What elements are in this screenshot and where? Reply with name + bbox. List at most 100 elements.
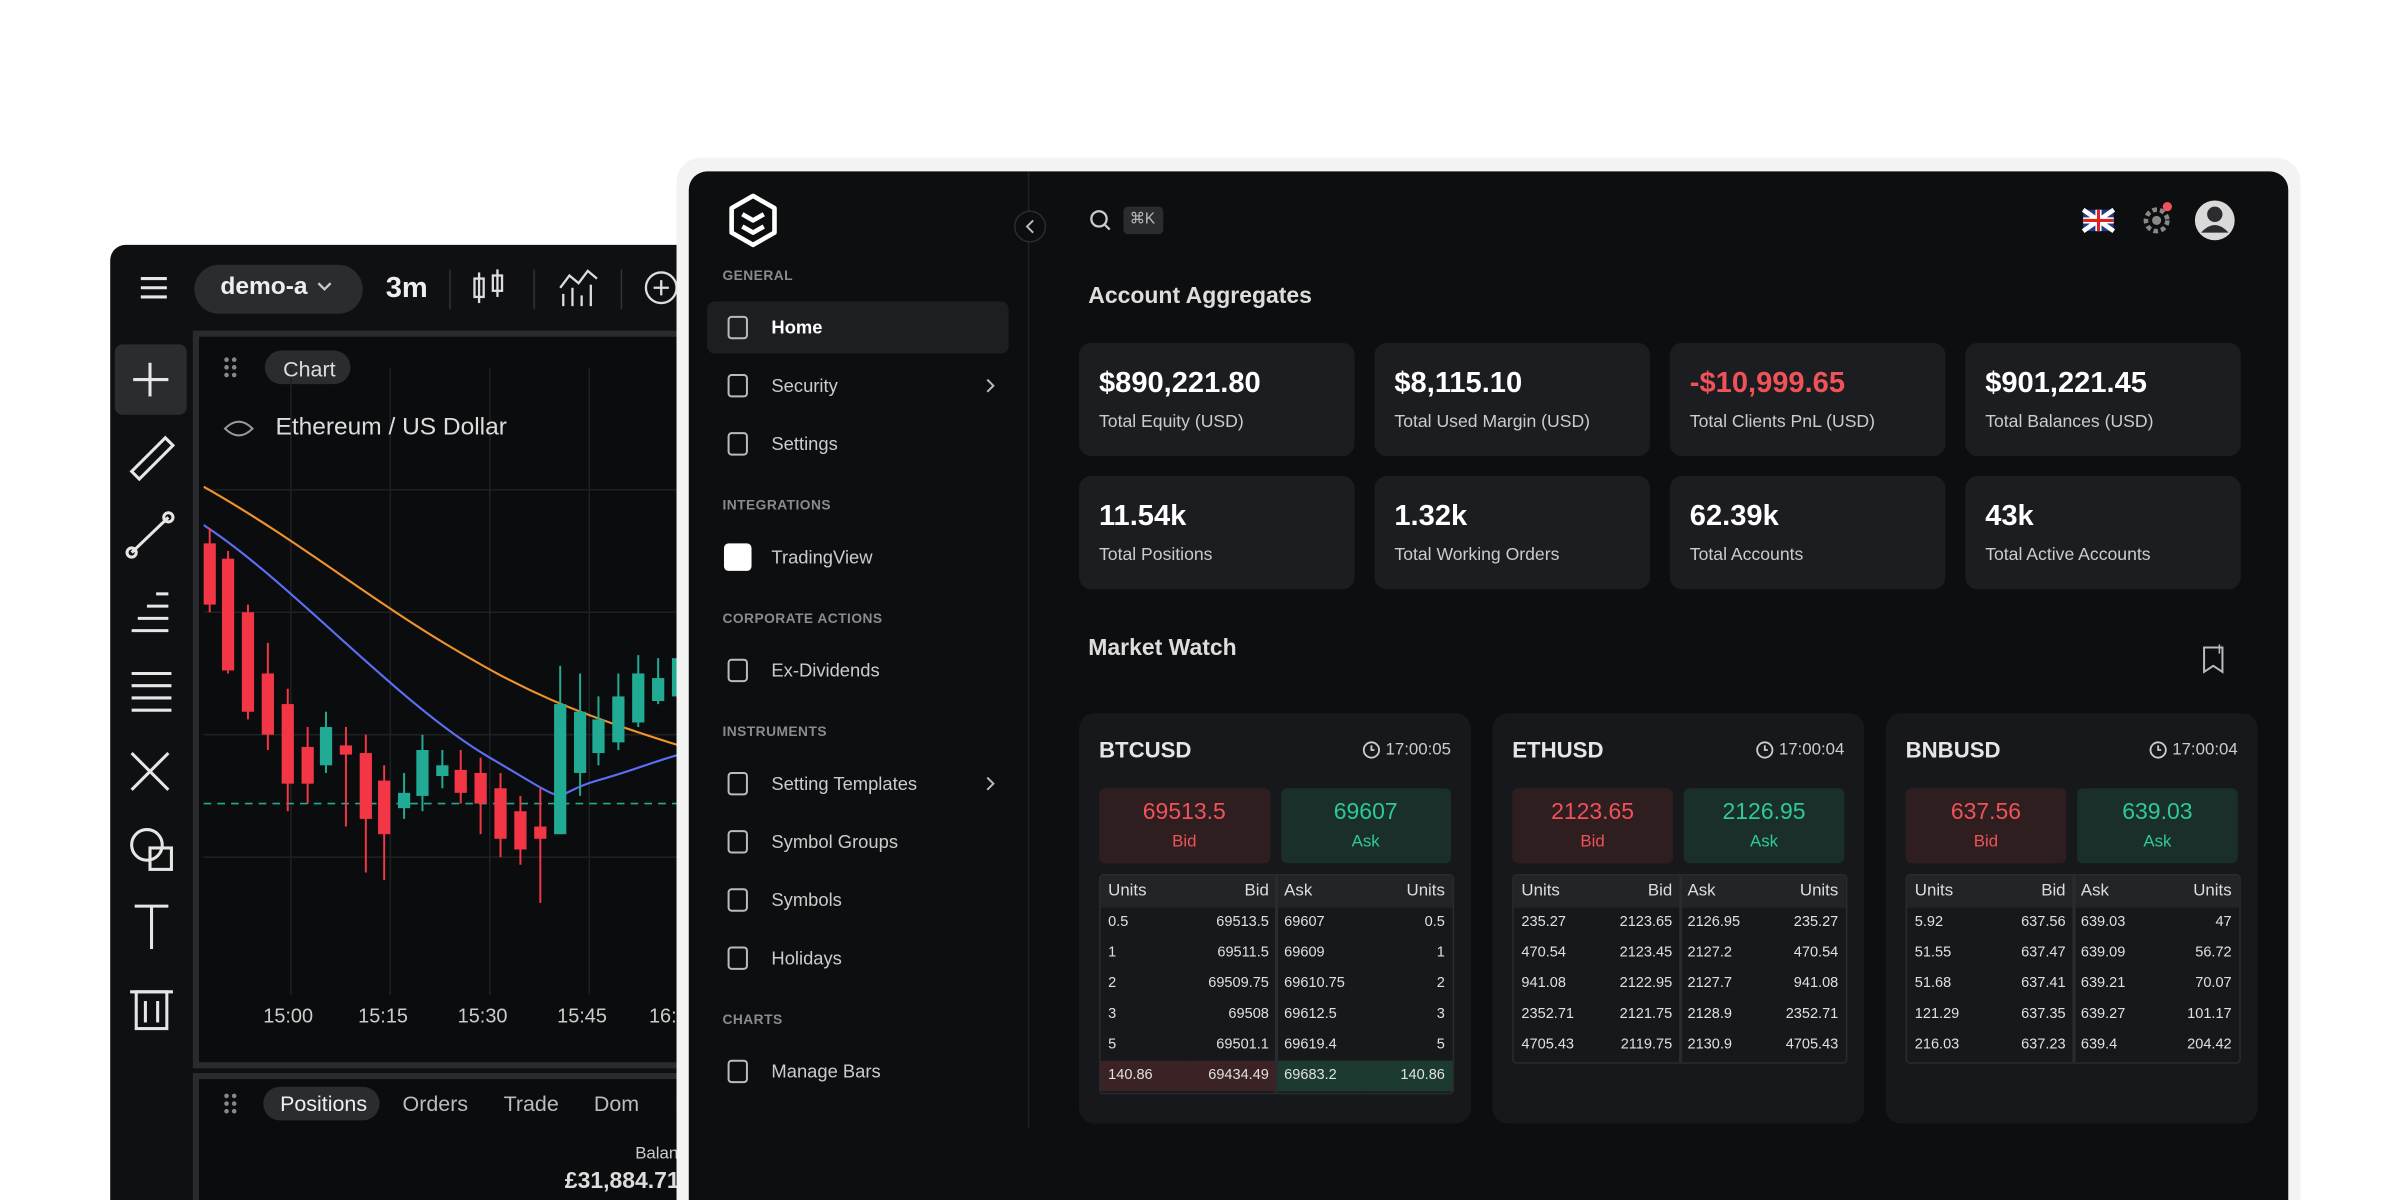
candle-body — [474, 772, 487, 804]
stat-label: Total Equity (USD) — [1098, 413, 1244, 432]
book-cell: 69619.4 — [1277, 1030, 1365, 1061]
book-cell: 140.86 — [1100, 1060, 1189, 1092]
sidebar-section-title: INTEGRATIONS — [722, 497, 832, 513]
section-title: Account Aggregates — [1088, 283, 1312, 310]
book-cell-text: 637.47 — [2021, 944, 2066, 962]
book-cell-text: 204.42 — [2187, 1036, 2232, 1054]
candle-body — [436, 765, 449, 777]
column-header-text: Units — [1108, 881, 1147, 900]
bottom-tab[interactable]: Dom — [593, 1091, 640, 1116]
book-cell-text: 56.72 — [2195, 944, 2232, 962]
book-cell-text: 69513.5 — [1216, 914, 1269, 931]
bid-price: 2123.65 — [1551, 798, 1635, 825]
book-cell: 69609 — [1277, 938, 1365, 969]
sidebar-icon — [727, 658, 748, 683]
column-header: Bid — [1990, 875, 2074, 908]
clock — [1756, 741, 1774, 759]
book-cell: 4705.43 — [1514, 1030, 1597, 1061]
sidebar-section-title: GENERAL — [722, 267, 794, 284]
book-cell: 3 — [1365, 999, 1453, 1030]
dashboard: ⌘K GENERAL Home Security Settings INTEGRATION… — [688, 171, 2289, 1200]
bottom-tab[interactable]: Orders — [402, 1091, 469, 1116]
sidebar-item[interactable]: Home — [771, 316, 823, 339]
stat-value: 43k — [1985, 500, 2034, 533]
chevron — [986, 378, 995, 393]
candle-body — [261, 673, 274, 735]
book-cell-text: 47 — [2215, 914, 2232, 931]
book-cell: 2127.7 — [1680, 969, 1763, 1000]
clock — [1362, 741, 1380, 759]
book-cell: 69434.49 — [1188, 1060, 1277, 1092]
book-cell: 2121.75 — [1597, 999, 1680, 1030]
icon-shape — [727, 315, 748, 340]
book-cell-text: 69683.2 — [1284, 1067, 1337, 1085]
market-panel: ETHUSD 17:00:04 2123.65 Bid 2126.95 Ask Units B… — [1492, 713, 1865, 1124]
candle-body — [397, 792, 411, 809]
sidebar-item[interactable]: Ex-Dividends — [771, 659, 880, 682]
bottom-tab[interactable]: Trade — [503, 1091, 559, 1116]
time-label: 15:45 — [557, 1004, 607, 1028]
column-header-text: Bid — [2041, 881, 2066, 900]
book-cell-text: 140.86 — [1108, 1067, 1153, 1085]
candle-body — [514, 811, 527, 850]
book-cell: 2 — [1365, 969, 1453, 1000]
book-cell-text: 2127.2 — [1687, 944, 1732, 962]
sidebar-icon — [727, 1059, 748, 1084]
sidebar-item[interactable]: Holidays — [771, 947, 842, 969]
candle-body — [319, 727, 333, 766]
book-cell: 140.86 — [1364, 1060, 1453, 1092]
stat-card: 62.39k Total Accounts — [1669, 476, 1946, 590]
update-time: 17:00:05 — [1385, 740, 1452, 760]
book-divider — [2071, 875, 2075, 1063]
candle-body — [221, 558, 235, 671]
sidebar-item[interactable]: TradingView — [771, 546, 873, 568]
sidebar-item[interactable]: Security — [771, 374, 838, 397]
book-cell-text: 2352.71 — [1521, 1005, 1574, 1023]
book-cell-text: 1 — [1108, 944, 1117, 962]
stat-label: Total Working Orders — [1394, 546, 1560, 565]
sidebar-icon — [727, 888, 748, 912]
book-cell-text: 2119.75 — [1620, 1036, 1673, 1054]
book-cell: 121.29 — [1907, 999, 1990, 1030]
column-header: Units — [1364, 875, 1453, 908]
sidebar-item[interactable]: Setting Templates — [771, 772, 918, 795]
book-cell: 2119.75 — [1597, 1030, 1680, 1061]
book-cell-text: 69609 — [1284, 944, 1325, 962]
stat-value: 62.39k — [1689, 500, 1779, 533]
clock-hands — [1763, 745, 1768, 751]
book-cell: 637.23 — [1990, 1030, 2073, 1061]
book-cell-text: 235.27 — [1793, 914, 1839, 931]
book-cell-text: 2123.65 — [1619, 914, 1673, 931]
book-cell: 2122.95 — [1597, 969, 1680, 1000]
book-cell: 637.47 — [1990, 938, 2073, 969]
sidebar-item[interactable]: Manage Bars — [771, 1060, 881, 1083]
book-cell: 4705.43 — [1763, 1030, 1846, 1061]
book-cell: 5 — [1101, 1030, 1189, 1061]
icon-shape — [727, 771, 748, 796]
book-cell: 2352.71 — [1514, 999, 1597, 1030]
book-cell: 639.4 — [2073, 1030, 2156, 1061]
candle-body — [534, 826, 547, 839]
book-cell-text: 637.56 — [2021, 914, 2066, 931]
column-header: Units — [1513, 875, 1597, 908]
sidebar-item[interactable]: Symbols — [771, 889, 842, 911]
book-cell-text: 639.03 — [2080, 914, 2126, 931]
book-cell: 69683.2 — [1276, 1060, 1365, 1092]
ask-box: 639.03 Ask — [2077, 788, 2238, 864]
column-header: Bid — [1188, 875, 1277, 908]
order-book: Units Bid Ask Units 235.27 2123.65 2126.95 235.… — [1512, 873, 1848, 1064]
book-cell-text: 140.86 — [1400, 1067, 1445, 1085]
book-cell-text: 2126.95 — [1687, 914, 1741, 931]
candle-body — [494, 788, 507, 839]
bottom-tab[interactable]: Positions — [280, 1091, 368, 1116]
stat-label: Total Balances (USD) — [1985, 413, 2154, 432]
sidebar-item[interactable]: Symbol Groups — [771, 831, 899, 853]
icon-shape — [727, 888, 748, 912]
book-cell-text: 639.21 — [2080, 975, 2126, 993]
stat-card: $901,221.45 Total Balances (USD) — [1965, 342, 2241, 457]
account-selector: demo-a — [220, 273, 308, 300]
book-cell-text: 941.08 — [1521, 975, 1566, 993]
book-cell: 2 — [1101, 969, 1189, 1000]
sidebar-item[interactable]: Settings — [771, 433, 838, 455]
stat-label: Total Active Accounts — [1985, 546, 2151, 565]
